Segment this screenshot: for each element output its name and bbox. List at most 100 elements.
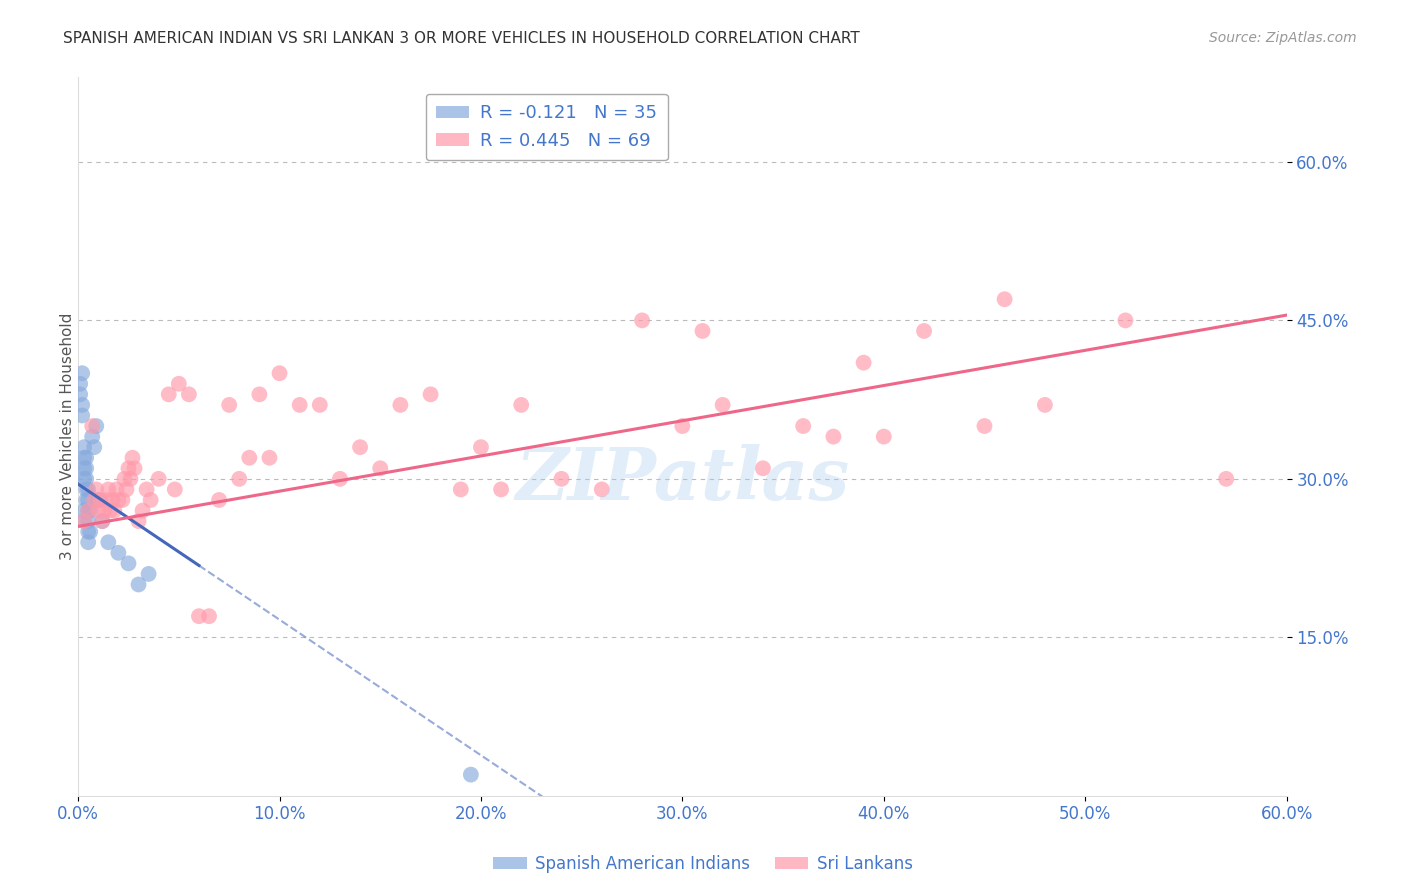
Point — [450, 483, 472, 497]
Point — [752, 461, 775, 475]
Point — [792, 419, 814, 434]
Point — [114, 472, 136, 486]
Point — [823, 429, 845, 443]
Point — [69, 376, 91, 391]
Point — [70, 409, 93, 423]
Point — [128, 577, 150, 591]
Point — [77, 514, 100, 528]
Point — [188, 609, 211, 624]
Point — [96, 493, 118, 508]
Point — [157, 387, 180, 401]
Point — [93, 503, 115, 517]
Point — [389, 398, 412, 412]
Point — [91, 514, 114, 528]
Point — [73, 514, 96, 528]
Point — [139, 493, 162, 508]
Point — [107, 546, 129, 560]
Point — [489, 483, 512, 497]
Point — [77, 503, 100, 517]
Point — [912, 324, 935, 338]
Point — [98, 503, 121, 517]
Point — [1215, 472, 1237, 486]
Point — [591, 483, 613, 497]
Point — [873, 429, 896, 443]
Text: Source: ZipAtlas.com: Source: ZipAtlas.com — [1209, 31, 1357, 45]
Text: ZIPatlas: ZIPatlas — [515, 444, 849, 516]
Point — [460, 767, 482, 781]
Point — [75, 493, 97, 508]
Point — [82, 419, 104, 434]
Point — [79, 524, 101, 539]
Point — [308, 398, 330, 412]
Point — [124, 461, 146, 475]
Point — [117, 557, 139, 571]
Legend: Spanish American Indians, Sri Lankans: Spanish American Indians, Sri Lankans — [486, 848, 920, 880]
Point — [84, 483, 107, 497]
Point — [259, 450, 281, 465]
Point — [138, 566, 160, 581]
Point — [77, 535, 100, 549]
Point — [75, 450, 97, 465]
Point — [82, 429, 104, 443]
Point — [84, 419, 107, 434]
Point — [69, 387, 91, 401]
Point — [711, 398, 734, 412]
Point — [73, 514, 96, 528]
Point — [83, 440, 105, 454]
Point — [103, 503, 125, 517]
Point — [89, 493, 111, 508]
Point — [97, 535, 120, 549]
Point — [288, 398, 311, 412]
Point — [135, 483, 157, 497]
Point — [75, 461, 97, 475]
Point — [419, 387, 441, 401]
Point — [994, 293, 1017, 307]
Point — [101, 493, 124, 508]
Point — [83, 493, 105, 508]
Point — [163, 483, 186, 497]
Point — [117, 461, 139, 475]
Point — [228, 472, 250, 486]
Point — [97, 483, 120, 497]
Point — [1114, 313, 1136, 327]
Point — [692, 324, 714, 338]
Point — [131, 503, 153, 517]
Point — [111, 493, 134, 508]
Point — [550, 472, 572, 486]
Point — [349, 440, 371, 454]
Point — [77, 503, 100, 517]
Point — [73, 503, 96, 517]
Y-axis label: 3 or more Vehicles in Household: 3 or more Vehicles in Household — [59, 313, 75, 560]
Point — [75, 483, 97, 497]
Point — [73, 461, 96, 475]
Point — [75, 472, 97, 486]
Point — [852, 356, 875, 370]
Point — [671, 419, 693, 434]
Point — [77, 493, 100, 508]
Point — [177, 387, 200, 401]
Point — [105, 483, 128, 497]
Point — [107, 493, 129, 508]
Point — [470, 440, 492, 454]
Point — [115, 483, 138, 497]
Point — [73, 450, 96, 465]
Point — [198, 609, 221, 624]
Point — [77, 524, 100, 539]
Text: SPANISH AMERICAN INDIAN VS SRI LANKAN 3 OR MORE VEHICLES IN HOUSEHOLD CORRELATIO: SPANISH AMERICAN INDIAN VS SRI LANKAN 3 … — [63, 31, 860, 46]
Point — [973, 419, 995, 434]
Legend: R = -0.121   N = 35, R = 0.445   N = 69: R = -0.121 N = 35, R = 0.445 N = 69 — [426, 94, 668, 161]
Point — [208, 493, 231, 508]
Point — [87, 503, 110, 517]
Point — [167, 376, 190, 391]
Point — [120, 472, 142, 486]
Point — [510, 398, 533, 412]
Point — [87, 493, 110, 508]
Point — [128, 514, 150, 528]
Point — [269, 366, 291, 380]
Point — [218, 398, 240, 412]
Point — [77, 483, 100, 497]
Point — [70, 366, 93, 380]
Point — [73, 472, 96, 486]
Point — [73, 440, 96, 454]
Point — [368, 461, 391, 475]
